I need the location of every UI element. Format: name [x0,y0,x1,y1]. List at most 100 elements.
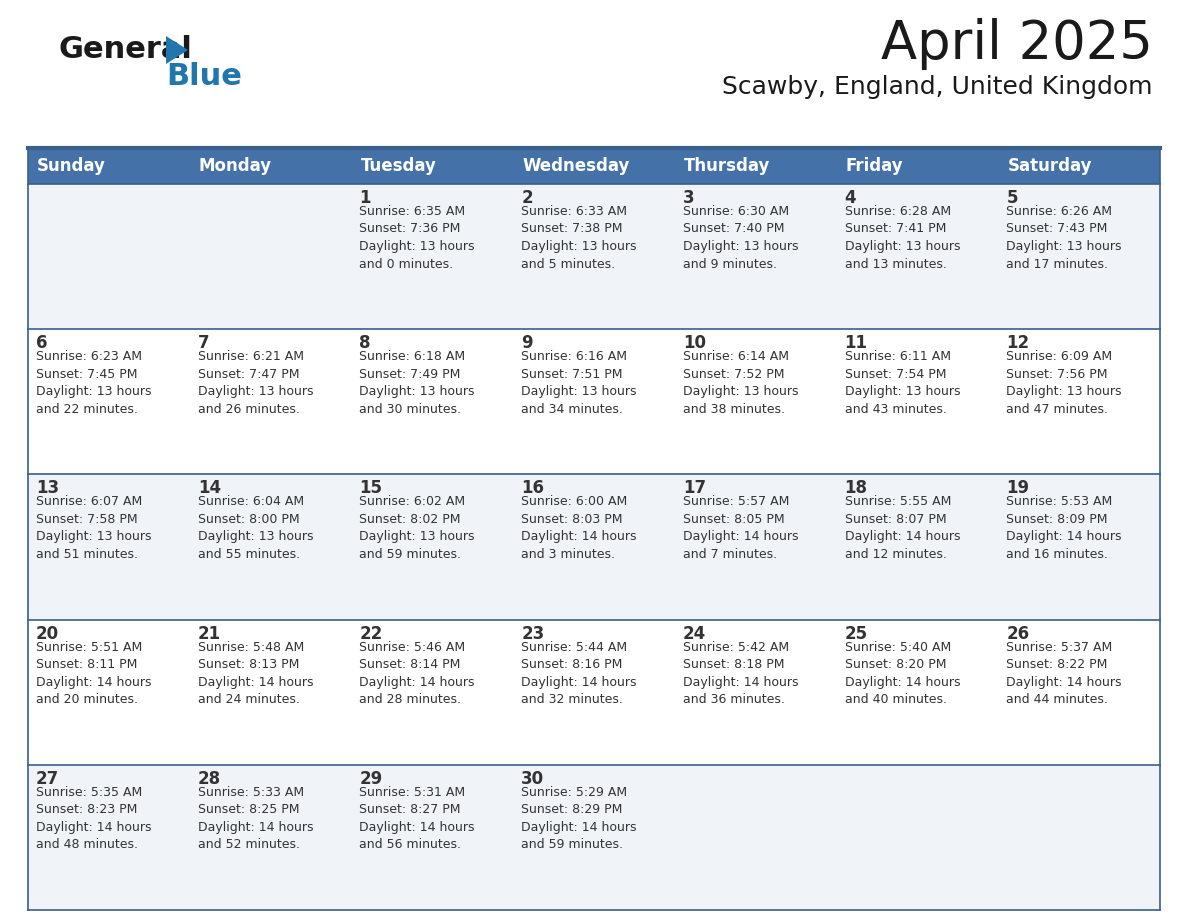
Text: Sunrise: 5:48 AM
Sunset: 8:13 PM
Daylight: 14 hours
and 24 minutes.: Sunrise: 5:48 AM Sunset: 8:13 PM Dayligh… [197,641,314,706]
Text: Sunrise: 5:33 AM
Sunset: 8:25 PM
Daylight: 14 hours
and 52 minutes.: Sunrise: 5:33 AM Sunset: 8:25 PM Dayligh… [197,786,314,851]
Text: Sunrise: 6:28 AM
Sunset: 7:41 PM
Daylight: 13 hours
and 13 minutes.: Sunrise: 6:28 AM Sunset: 7:41 PM Dayligh… [845,205,960,271]
Text: Sunrise: 6:35 AM
Sunset: 7:36 PM
Daylight: 13 hours
and 0 minutes.: Sunrise: 6:35 AM Sunset: 7:36 PM Dayligh… [360,205,475,271]
Text: April 2025: April 2025 [881,18,1154,70]
Text: Sunrise: 5:51 AM
Sunset: 8:11 PM
Daylight: 14 hours
and 20 minutes.: Sunrise: 5:51 AM Sunset: 8:11 PM Dayligh… [36,641,152,706]
Text: Sunrise: 5:57 AM
Sunset: 8:05 PM
Daylight: 14 hours
and 7 minutes.: Sunrise: 5:57 AM Sunset: 8:05 PM Dayligh… [683,496,798,561]
Bar [675,620,836,765]
Text: Scawby, England, United Kingdom: Scawby, England, United Kingdom [722,75,1154,99]
Text: 20: 20 [36,624,59,643]
Bar [29,184,190,330]
Text: Blue: Blue [166,62,242,91]
Bar [836,765,998,910]
Text: Sunrise: 6:14 AM
Sunset: 7:52 PM
Daylight: 13 hours
and 38 minutes.: Sunrise: 6:14 AM Sunset: 7:52 PM Dayligh… [683,350,798,416]
Bar [998,148,1159,184]
Text: Sunrise: 6:18 AM
Sunset: 7:49 PM
Daylight: 13 hours
and 30 minutes.: Sunrise: 6:18 AM Sunset: 7:49 PM Dayligh… [360,350,475,416]
Text: Sunrise: 6:30 AM
Sunset: 7:40 PM
Daylight: 13 hours
and 9 minutes.: Sunrise: 6:30 AM Sunset: 7:40 PM Dayligh… [683,205,798,271]
Text: Sunrise: 5:35 AM
Sunset: 8:23 PM
Daylight: 14 hours
and 48 minutes.: Sunrise: 5:35 AM Sunset: 8:23 PM Dayligh… [36,786,152,851]
Text: Sunrise: 6:04 AM
Sunset: 8:00 PM
Daylight: 13 hours
and 55 minutes.: Sunrise: 6:04 AM Sunset: 8:00 PM Dayligh… [197,496,314,561]
Bar [29,765,190,910]
Bar [352,184,513,330]
Bar [675,330,836,475]
Text: Sunrise: 6:09 AM
Sunset: 7:56 PM
Daylight: 13 hours
and 47 minutes.: Sunrise: 6:09 AM Sunset: 7:56 PM Dayligh… [1006,350,1121,416]
Text: 10: 10 [683,334,706,353]
Bar [675,475,836,620]
Text: Sunrise: 6:07 AM
Sunset: 7:58 PM
Daylight: 13 hours
and 51 minutes.: Sunrise: 6:07 AM Sunset: 7:58 PM Dayligh… [36,496,152,561]
Text: 18: 18 [845,479,867,498]
Bar [29,148,190,184]
Text: Sunrise: 5:55 AM
Sunset: 8:07 PM
Daylight: 14 hours
and 12 minutes.: Sunrise: 5:55 AM Sunset: 8:07 PM Dayligh… [845,496,960,561]
Text: Sunrise: 6:33 AM
Sunset: 7:38 PM
Daylight: 13 hours
and 5 minutes.: Sunrise: 6:33 AM Sunset: 7:38 PM Dayligh… [522,205,637,271]
Bar [513,330,675,475]
Bar [352,765,513,910]
Text: 5: 5 [1006,189,1018,207]
Text: Sunrise: 6:00 AM
Sunset: 8:03 PM
Daylight: 14 hours
and 3 minutes.: Sunrise: 6:00 AM Sunset: 8:03 PM Dayligh… [522,496,637,561]
Bar [29,330,190,475]
Bar [675,184,836,330]
Text: Sunrise: 5:37 AM
Sunset: 8:22 PM
Daylight: 14 hours
and 44 minutes.: Sunrise: 5:37 AM Sunset: 8:22 PM Dayligh… [1006,641,1121,706]
Bar [675,148,836,184]
Text: Friday: Friday [846,157,903,175]
Text: Sunrise: 6:02 AM
Sunset: 8:02 PM
Daylight: 13 hours
and 59 minutes.: Sunrise: 6:02 AM Sunset: 8:02 PM Dayligh… [360,496,475,561]
Text: 8: 8 [360,334,371,353]
Text: Sunday: Sunday [37,157,106,175]
Text: 11: 11 [845,334,867,353]
Text: Sunrise: 5:29 AM
Sunset: 8:29 PM
Daylight: 14 hours
and 59 minutes.: Sunrise: 5:29 AM Sunset: 8:29 PM Dayligh… [522,786,637,851]
Text: 23: 23 [522,624,544,643]
Text: Monday: Monday [198,157,272,175]
Text: Wednesday: Wednesday [523,157,630,175]
Text: 13: 13 [36,479,59,498]
Bar [998,765,1159,910]
Text: 9: 9 [522,334,532,353]
Bar [836,184,998,330]
Text: 25: 25 [845,624,867,643]
Text: Tuesday: Tuesday [360,157,436,175]
Text: 17: 17 [683,479,706,498]
Bar [29,620,190,765]
Text: Sunrise: 5:46 AM
Sunset: 8:14 PM
Daylight: 14 hours
and 28 minutes.: Sunrise: 5:46 AM Sunset: 8:14 PM Dayligh… [360,641,475,706]
Bar [190,765,352,910]
Text: General: General [58,35,192,64]
Text: 24: 24 [683,624,706,643]
Text: 16: 16 [522,479,544,498]
Bar [998,184,1159,330]
Text: 7: 7 [197,334,209,353]
Text: 30: 30 [522,770,544,788]
Bar [190,148,352,184]
Bar [352,148,513,184]
Text: Saturday: Saturday [1007,157,1092,175]
Text: Sunrise: 5:40 AM
Sunset: 8:20 PM
Daylight: 14 hours
and 40 minutes.: Sunrise: 5:40 AM Sunset: 8:20 PM Dayligh… [845,641,960,706]
Text: Thursday: Thursday [684,157,770,175]
Text: Sunrise: 5:44 AM
Sunset: 8:16 PM
Daylight: 14 hours
and 32 minutes.: Sunrise: 5:44 AM Sunset: 8:16 PM Dayligh… [522,641,637,706]
Bar [998,620,1159,765]
Bar [513,475,675,620]
Text: Sunrise: 6:11 AM
Sunset: 7:54 PM
Daylight: 13 hours
and 43 minutes.: Sunrise: 6:11 AM Sunset: 7:54 PM Dayligh… [845,350,960,416]
Polygon shape [166,36,188,64]
Bar [352,330,513,475]
Bar [352,620,513,765]
Bar [675,765,836,910]
Text: 27: 27 [36,770,59,788]
Bar [998,475,1159,620]
Text: 26: 26 [1006,624,1030,643]
Text: 28: 28 [197,770,221,788]
Bar [352,475,513,620]
Bar [513,184,675,330]
Text: 6: 6 [36,334,48,353]
Bar [190,184,352,330]
Text: 15: 15 [360,479,383,498]
Bar [513,148,675,184]
Text: 14: 14 [197,479,221,498]
Text: Sunrise: 6:16 AM
Sunset: 7:51 PM
Daylight: 13 hours
and 34 minutes.: Sunrise: 6:16 AM Sunset: 7:51 PM Dayligh… [522,350,637,416]
Text: 19: 19 [1006,479,1030,498]
Bar [29,475,190,620]
Text: 12: 12 [1006,334,1030,353]
Text: Sunrise: 6:23 AM
Sunset: 7:45 PM
Daylight: 13 hours
and 22 minutes.: Sunrise: 6:23 AM Sunset: 7:45 PM Dayligh… [36,350,152,416]
Text: Sunrise: 5:31 AM
Sunset: 8:27 PM
Daylight: 14 hours
and 56 minutes.: Sunrise: 5:31 AM Sunset: 8:27 PM Dayligh… [360,786,475,851]
Bar [998,330,1159,475]
Text: 29: 29 [360,770,383,788]
Text: 2: 2 [522,189,532,207]
Bar [836,475,998,620]
Bar [836,620,998,765]
Text: 3: 3 [683,189,695,207]
Text: 22: 22 [360,624,383,643]
